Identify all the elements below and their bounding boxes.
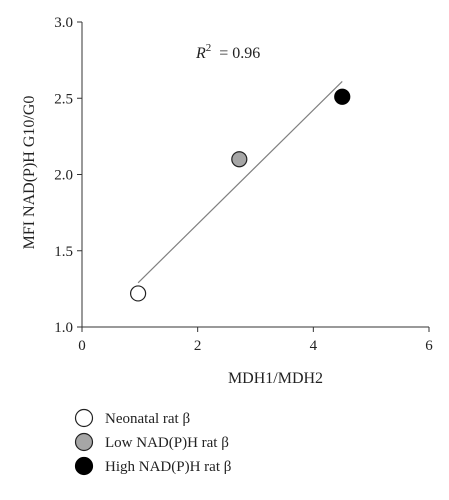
- legend-marker-3: [74, 456, 94, 476]
- legend: Neonatal rat β Low NAD(P)H rat β High NAD(…: [74, 408, 231, 476]
- r-squared-superscript: 2: [206, 42, 212, 54]
- x-tick-label: 4: [310, 338, 318, 354]
- legend-label-1: Neonatal rat β: [105, 411, 190, 427]
- x-axis-label: MDH1/MDH2: [228, 370, 323, 387]
- trendline: [137, 81, 343, 284]
- x-tick-label: 6: [425, 338, 433, 354]
- legend-label-3: High NAD(P)H rat β: [105, 459, 231, 475]
- data-point-3: [334, 88, 351, 105]
- y-axis-ticks: 1.0 1.5 2.0 2.5 3.0: [54, 15, 82, 336]
- legend-marker-1: [74, 408, 94, 428]
- y-tick-label: 1.5: [54, 244, 73, 260]
- legend-marker-2: [74, 432, 94, 452]
- r-squared-value: = 0.96: [219, 45, 260, 62]
- r-squared-annotation: R2 = 0.96: [195, 42, 260, 62]
- y-tick-label: 2.0: [54, 168, 73, 184]
- data-point-2: [231, 151, 248, 168]
- x-tick-label: 0: [78, 338, 86, 354]
- y-axis-label: MFI NAD(P)H G10/G0: [21, 96, 38, 250]
- y-tick-label: 1.0: [54, 320, 73, 336]
- y-tick-label: 2.5: [54, 91, 73, 107]
- data-point-1: [129, 285, 147, 302]
- x-tick-label: 2: [194, 338, 202, 354]
- legend-label-2: Low NAD(P)H rat β: [105, 435, 229, 451]
- x-axis-ticks: 0 2 4 6: [78, 327, 433, 354]
- y-tick-label: 3.0: [54, 15, 73, 31]
- r-squared-symbol: R: [195, 45, 206, 62]
- data-points: [129, 88, 351, 302]
